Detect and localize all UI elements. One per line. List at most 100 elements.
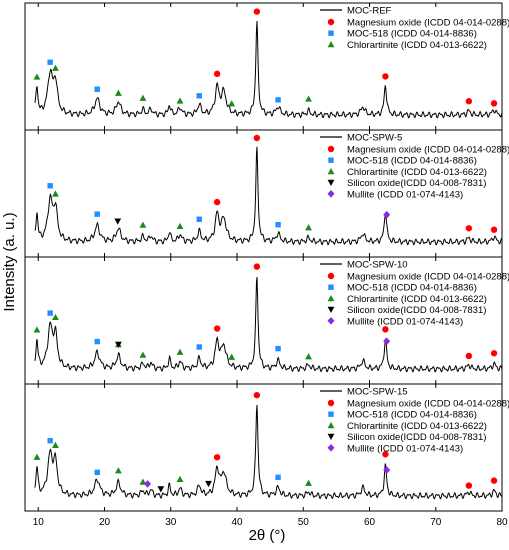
legend-marker-mullite xyxy=(327,317,335,325)
legend-marker-mgo xyxy=(327,18,335,26)
phase-marker-moc518 xyxy=(275,97,281,103)
phase-marker-mullite xyxy=(383,337,391,346)
legend-sample-name: MOC-SPW-10 xyxy=(347,260,408,271)
legend-label-mullite: Mullite (ICDD 01-074-4143) xyxy=(347,189,463,200)
xrd-pattern-moc-ref xyxy=(34,20,503,119)
phase-marker-chlor xyxy=(228,100,236,107)
phase-marker-mullite xyxy=(383,466,391,474)
phase-marker-mgo xyxy=(382,451,389,458)
phase-marker-chlor xyxy=(228,353,236,360)
legend-label-mgo: Magnesium oxide (ICDD 04-014-0288) xyxy=(347,399,509,410)
phase-marker-chlor xyxy=(33,326,41,333)
phase-marker-moc518 xyxy=(275,474,281,481)
phase-marker-moc518 xyxy=(275,221,281,228)
xrd-pattern-moc-spw-5 xyxy=(34,146,502,246)
legend-marker-moc518 xyxy=(328,284,334,290)
phase-marker-chlor xyxy=(305,479,312,486)
legend-marker-moc518 xyxy=(328,411,334,417)
phase-marker-chlor xyxy=(176,222,184,230)
phase-marker-mgo xyxy=(213,454,221,461)
panel-frame xyxy=(24,383,503,512)
legend-marker-chlor xyxy=(327,422,335,429)
legend-label-sio2: Silicon oxide(ICDD 04-008-7831) xyxy=(347,305,486,316)
phase-marker-moc518 xyxy=(94,86,100,92)
legend-label-chlor: Chlorartinite (ICDD 04-013-6622) xyxy=(347,40,487,51)
phase-marker-chlor xyxy=(52,313,59,321)
phase-marker-chlor xyxy=(139,478,147,485)
legend-label-sio2: Silicon oxide(ICDD 04-008-7831) xyxy=(347,178,486,189)
phase-marker-mgo xyxy=(490,226,498,233)
legend-sample-name: MOC-SPW-5 xyxy=(347,133,402,144)
phase-marker-mgo xyxy=(465,225,473,232)
legend-label-moc518: MOC-518 (ICDD 04-014-8836) xyxy=(347,410,477,421)
phase-marker-chlor xyxy=(139,351,147,358)
legend-label-sio2: Silicon oxide(ICDD 04-008-7831) xyxy=(347,432,486,443)
phase-marker-chlor xyxy=(52,64,59,71)
x-tick-label: 10 xyxy=(33,517,45,528)
phase-marker-chlor xyxy=(305,353,312,360)
legend-label-mgo: Magnesium oxide (ICDD 04-014-0288) xyxy=(347,272,509,283)
phase-marker-mullite xyxy=(383,210,391,219)
legend-marker-chlor xyxy=(327,168,335,175)
phase-marker-chlor xyxy=(33,453,41,460)
phase-marker-chlor xyxy=(52,441,59,449)
phase-marker-mgo xyxy=(465,482,473,489)
x-axis-label: 2θ (°) xyxy=(249,527,286,544)
legend-marker-chlor xyxy=(327,295,335,302)
phase-marker-sio2 xyxy=(157,486,165,493)
x-axis-ticks: 10 20 30 40 50 60 70 80 xyxy=(33,517,508,528)
legend-label-chlor: Chlorartinite (ICDD 04-013-6622) xyxy=(347,167,487,178)
phase-marker-moc518 xyxy=(196,216,202,222)
phase-marker-mgo xyxy=(253,8,261,15)
x-tick-label: 70 xyxy=(430,517,442,528)
phase-marker-mgo xyxy=(213,198,221,206)
phase-marker-chlor xyxy=(176,348,184,355)
phase-marker-sio2 xyxy=(114,218,122,225)
legend-marker-mullite xyxy=(327,444,335,452)
phase-marker-moc518 xyxy=(196,93,202,99)
legend-label-mgo: Magnesium oxide (ICDD 04-014-0288) xyxy=(347,18,509,29)
y-axis-label: Intensity (a. u.) xyxy=(1,212,18,311)
phase-marker-chlor xyxy=(115,467,122,474)
x-tick-label: 20 xyxy=(99,517,111,528)
phase-marker-mullite xyxy=(144,480,152,488)
phase-marker-mgo xyxy=(213,70,221,78)
phase-marker-chlor xyxy=(305,95,312,102)
phase-marker-chlor xyxy=(305,224,312,231)
x-tick-label: 60 xyxy=(364,517,376,528)
legend-marker-mgo xyxy=(327,399,335,407)
legend-label-mgo: Magnesium oxide (ICDD 04-014-0288) xyxy=(347,145,509,156)
x-tick-label: 30 xyxy=(165,517,177,528)
legend-label-moc518: MOC-518 (ICDD 04-014-8836) xyxy=(347,283,477,294)
legend-marker-sio2 xyxy=(327,179,335,186)
legend-marker-mgo xyxy=(327,272,335,280)
phase-marker-mgo xyxy=(382,73,389,80)
phase-marker-moc518 xyxy=(47,59,53,65)
phase-marker-chlor xyxy=(176,97,184,104)
phase-marker-mgo xyxy=(465,98,473,105)
legend-sample-name: MOC-SPW-15 xyxy=(347,387,408,398)
phase-marker-chlor xyxy=(33,73,41,80)
phase-marker-moc518 xyxy=(94,338,100,345)
phase-marker-chlor xyxy=(115,89,122,96)
legend-label-chlor: Chlorartinite (ICDD 04-013-6622) xyxy=(347,294,487,305)
phase-marker-chlor xyxy=(139,94,147,101)
legend-label-mullite: Mullite (ICDD 01-074-4143) xyxy=(347,316,463,327)
legend-marker-sio2 xyxy=(327,433,335,440)
phase-marker-moc518 xyxy=(47,310,53,316)
phase-marker-sio2 xyxy=(205,480,212,488)
phase-marker-moc518 xyxy=(47,183,53,189)
phase-marker-mgo xyxy=(253,263,261,270)
legend-label-moc518: MOC-518 (ICDD 04-014-8836) xyxy=(347,156,477,167)
legend-label-mullite: Mullite (ICDD 01-074-4143) xyxy=(347,443,463,454)
legend-marker-mgo xyxy=(327,145,335,153)
xrd-pattern-moc-spw-15 xyxy=(34,404,502,500)
phase-marker-chlor xyxy=(52,190,59,197)
phase-marker-moc518 xyxy=(94,469,100,476)
